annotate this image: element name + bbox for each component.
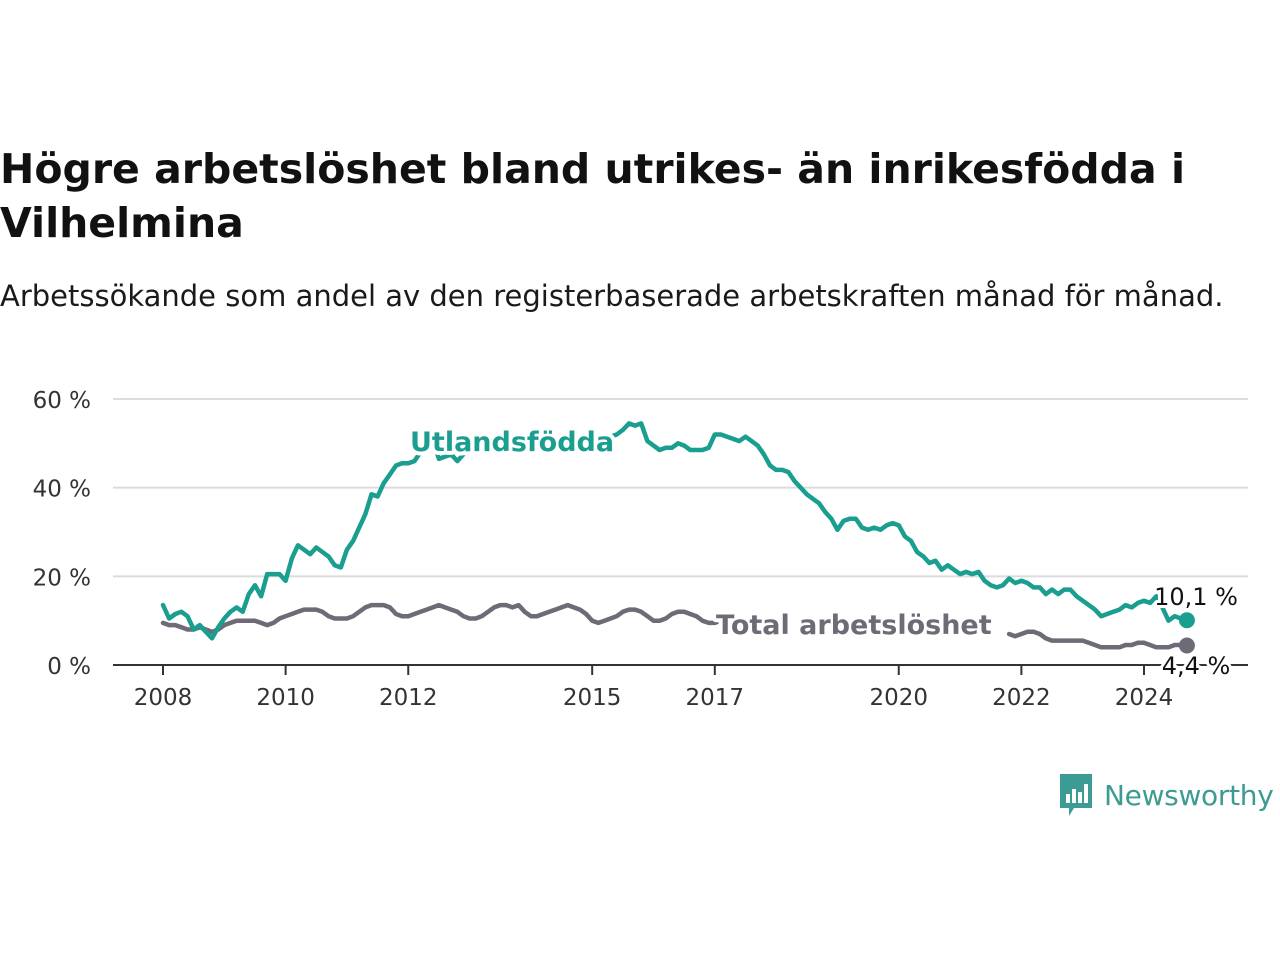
x-tick-label: 2008 — [134, 685, 193, 711]
series-name-label: Utlandsfödda — [410, 427, 614, 458]
series-end-label: 10,1 % — [1154, 583, 1238, 611]
y-tick-label: 40 % — [33, 477, 91, 503]
chart-title: Högre arbetslöshet bland utrikes- än inr… — [0, 145, 1185, 247]
series-labels: Utlandsfödda Total arbetslöshet 10,1 % 4,4 … — [406, 423, 1241, 683]
series-name-label: Total arbetslöshet — [716, 610, 992, 641]
y-tick-label: 20 % — [33, 565, 91, 591]
series-line-0 — [160, 421, 1190, 641]
newsworthy-logo-icon — [1060, 774, 1092, 816]
y-tick-label: 60 % — [33, 388, 91, 414]
series-end-label: 4,4 % — [1162, 652, 1231, 680]
x-tick-label: 2010 — [256, 685, 315, 711]
series-end-point-0 — [1178, 612, 1195, 629]
gridlines — [113, 398, 1248, 666]
series-end-point-1 — [1178, 637, 1195, 654]
x-tick-label: 2022 — [992, 685, 1051, 711]
x-tick-label: 2012 — [379, 685, 438, 711]
x-tick-label: 2015 — [563, 685, 622, 711]
series-line-1 — [160, 602, 1190, 650]
chart-subtitle: Arbetssökande som andel av den registerb… — [0, 279, 1224, 313]
x-tick-label: 2017 — [686, 685, 745, 711]
brand-name: Newsworthy — [1104, 778, 1274, 812]
x-axis-ticks: 2008 2010 2012 2015 2017 2020 2022 2024 — [134, 665, 1174, 711]
x-tick-label: 2020 — [869, 685, 928, 711]
brand-logo: Newsworthy — [1058, 772, 1274, 818]
y-axis-ticks: 0 % 20 % 40 % 60 % — [33, 388, 91, 680]
x-tick-label: 2024 — [1115, 685, 1174, 711]
y-tick-label: 0 % — [47, 654, 91, 680]
series-lines — [160, 421, 1195, 654]
